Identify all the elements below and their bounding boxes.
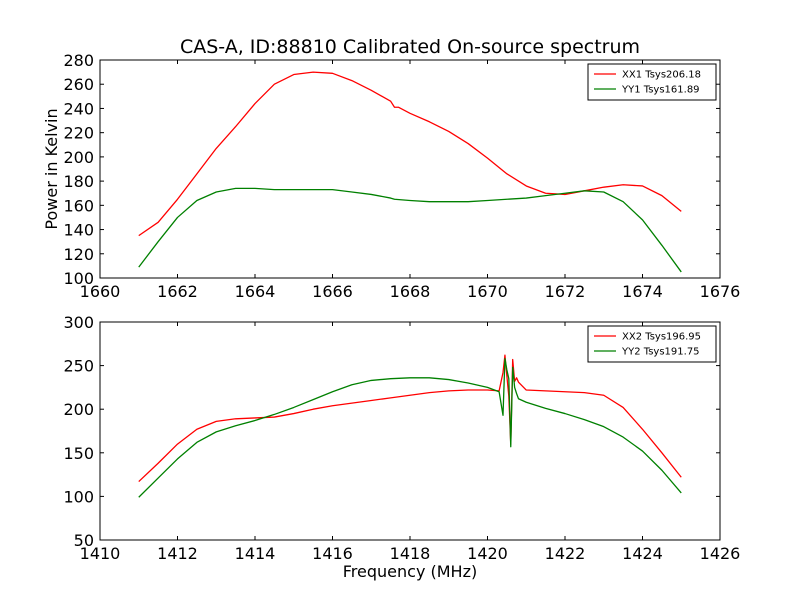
y-tick-label: 240 (63, 99, 94, 118)
series-line-2-1 (138, 354, 682, 483)
chart-title: CAS-A, ID:88810 Calibrated On-source spe… (180, 36, 640, 58)
y-tick-label: 160 (63, 196, 94, 215)
x-tick-label: 1426 (700, 544, 741, 563)
legend-label: YY2 Tsys191.75 (621, 347, 700, 358)
legend-label: XX2 Tsys196.95 (622, 332, 701, 343)
x-tick-label: 1662 (157, 282, 198, 301)
y-tick-label: 140 (63, 221, 94, 240)
x-tick-label: 1672 (545, 282, 586, 301)
y-tick-label: 100 (63, 487, 94, 506)
x-tick-label: 1420 (467, 544, 508, 563)
legend: XX1 Tsys206.18 YY1 Tsys161.89 (587, 63, 717, 101)
x-tick-label: 1668 (390, 282, 431, 301)
y-tick-label: 50 (74, 531, 94, 550)
legend: XX2 Tsys196.95 YY2 Tsys191.75 (587, 325, 717, 363)
x-tick-label: 1422 (545, 544, 586, 563)
y-tick-label: 120 (63, 245, 94, 264)
series-line-1-2 (138, 187, 682, 273)
x-tick-label: 1670 (467, 282, 508, 301)
legend-box (587, 325, 717, 363)
x-tick-label: 1412 (157, 544, 198, 563)
x-tick-label: 1414 (235, 544, 276, 563)
y-tick-label: 220 (63, 124, 94, 143)
x-axis-title: Frequency (MHz) (343, 562, 477, 581)
y-axis-title: Power in Kelvin (42, 108, 61, 229)
y-tick-label: 150 (63, 444, 94, 463)
x-tick-label: 1416 (312, 544, 353, 563)
legend-box (587, 63, 717, 101)
y-tick-label: 300 (63, 313, 94, 332)
plot-2: 1410 1412 1414 1416 1418 1420 1422 1424 1426 50 10… (63, 313, 740, 581)
legend-label: XX1 Tsys206.18 (622, 70, 701, 81)
y-tick-label: 280 (63, 51, 94, 70)
y-tick-label: 200 (63, 400, 94, 419)
x-tick-label: 1674 (622, 282, 663, 301)
y-tick-label: 250 (63, 357, 94, 376)
x-tick-label: 1410 (80, 544, 121, 563)
x-tick-label: 1418 (390, 544, 431, 563)
y-tick-label: 100 (63, 269, 94, 288)
x-tick-label: 1676 (700, 282, 741, 301)
y-tick-label: 200 (63, 148, 94, 167)
x-tick-label: 1664 (235, 282, 276, 301)
plots-group: 1660 1662 1664 1666 1668 1670 1672 1674 16761001… (42, 51, 740, 581)
x-tick-label: 1424 (622, 544, 663, 563)
legend-label: YY1 Tsys161.89 (621, 85, 700, 96)
x-tick-label: 1666 (312, 282, 353, 301)
x-tick-label: 1660 (80, 282, 121, 301)
y-tick-label: 180 (63, 172, 94, 191)
series-line-2-2 (138, 357, 682, 498)
y-tick-label: 260 (63, 75, 94, 94)
plot-1: 1660 1662 1664 1666 1668 1670 1672 1674 1676 100 1… (42, 51, 740, 301)
